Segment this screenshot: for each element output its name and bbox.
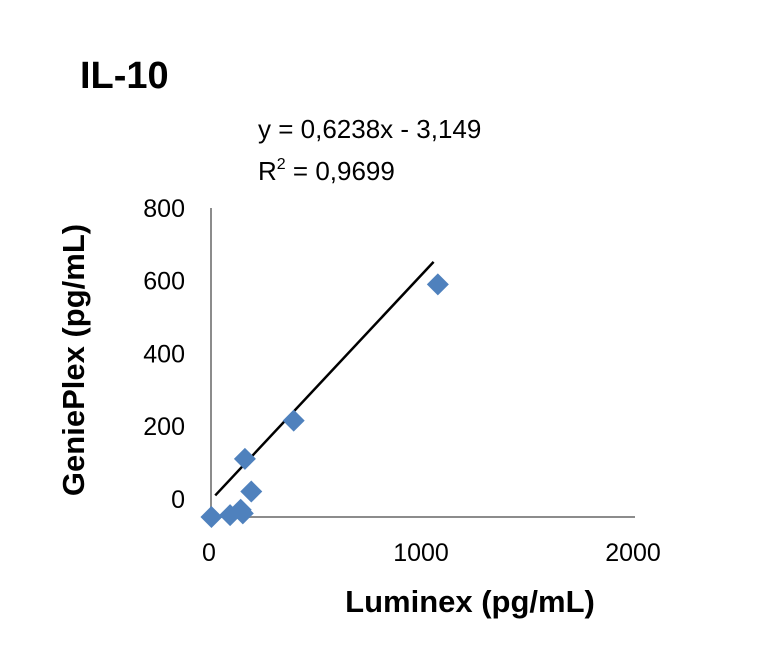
- data-point-marker: [200, 506, 223, 528]
- y-tick-label: 800: [143, 195, 185, 223]
- r2-prefix: R: [258, 156, 277, 186]
- data-point-marker: [231, 502, 254, 525]
- chart-title: IL-10: [80, 55, 169, 97]
- r2-value: = 0,9699: [286, 156, 395, 186]
- data-point-marker: [426, 273, 449, 296]
- y-tick-label: 600: [143, 268, 185, 296]
- data-point-marker: [233, 447, 256, 470]
- y-tick-labels: 0 200 400 600 800: [143, 195, 185, 514]
- y-axis-title: GeniePlex (pg/mL): [56, 224, 91, 496]
- y-tick-label: 200: [143, 413, 185, 441]
- data-points: [200, 273, 449, 528]
- trendline-r-squared: R2 = 0,9699: [258, 156, 395, 186]
- y-tick-label: 400: [143, 340, 185, 368]
- x-tick-label: 2000: [605, 539, 661, 567]
- r2-superscript: 2: [277, 156, 286, 173]
- data-point-marker: [219, 504, 242, 527]
- data-point-marker: [240, 480, 263, 503]
- x-axis-title: Luminex (pg/mL): [345, 584, 595, 619]
- x-tick-labels: 0 1000 2000: [202, 539, 661, 567]
- x-tick-label: 1000: [393, 539, 449, 567]
- data-point-marker: [282, 409, 305, 432]
- x-tick-label: 0: [202, 539, 216, 567]
- y-tick-label: 0: [171, 486, 185, 514]
- trendline-equation: y = 0,6238x - 3,149: [258, 114, 481, 144]
